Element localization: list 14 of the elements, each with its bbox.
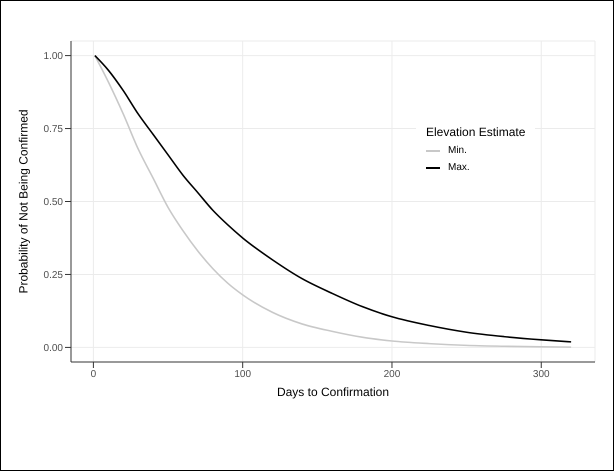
y-axis-title: Probability of Not Being Confirmed	[16, 109, 30, 294]
x-tick-label: 200	[384, 369, 401, 380]
x-tick-label: 100	[234, 369, 252, 380]
legend-label: Max.	[448, 162, 470, 173]
legend-label: Min.	[448, 145, 467, 156]
y-tick-label: 0.75	[44, 124, 64, 136]
y-tick-label: 0.50	[44, 197, 64, 208]
y-tick-label: 1.00	[44, 51, 64, 62]
y-tick-label: 0.00	[44, 342, 64, 354]
x-tick-label: 300	[532, 369, 550, 380]
x-tick-label: 0	[90, 369, 97, 380]
x-axis-title: Days to Confirmation	[276, 385, 390, 399]
y-tick-label: 0.25	[44, 270, 64, 282]
legend-title: Elevation Estimate	[426, 125, 526, 139]
